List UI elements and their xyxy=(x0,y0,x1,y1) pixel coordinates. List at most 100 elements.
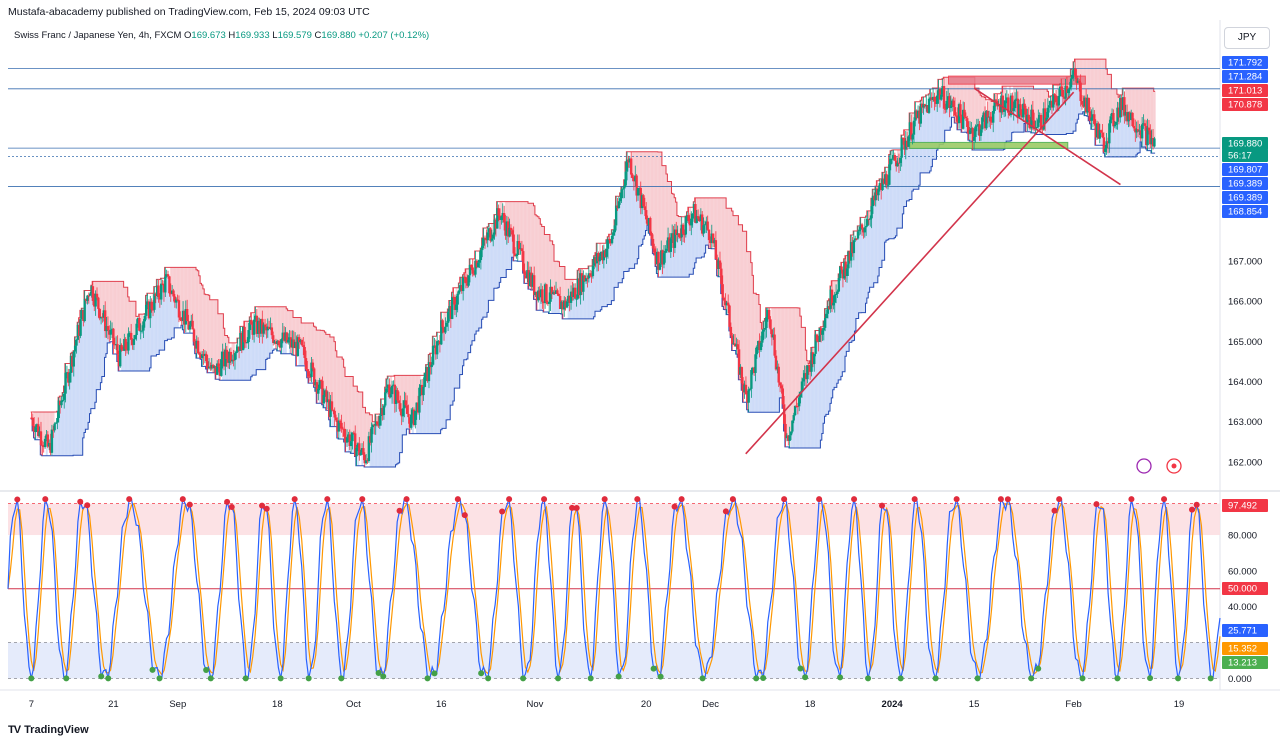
support-fill xyxy=(447,322,450,420)
support-fill xyxy=(174,302,177,328)
resistance-fill xyxy=(650,151,653,234)
resistance-fill xyxy=(637,151,640,189)
pane-icons[interactable] xyxy=(1136,458,1182,474)
support-fill xyxy=(269,328,272,354)
candle-body xyxy=(720,268,723,285)
support-fill xyxy=(633,181,636,269)
tradingview-logo[interactable]: TV TradingView xyxy=(8,724,89,736)
candle-body xyxy=(403,400,406,409)
price-axis[interactable]: 162.000163.000164.000165.000166.000167.0… xyxy=(1222,56,1268,685)
currency-button[interactable]: JPY xyxy=(1224,27,1270,49)
candle-body xyxy=(922,104,925,108)
candle-body xyxy=(123,338,126,351)
candle-body xyxy=(461,276,465,292)
support-fill xyxy=(222,359,224,381)
candle-body xyxy=(527,270,530,287)
support-fill xyxy=(660,263,663,278)
support-fill xyxy=(55,423,58,456)
high-label: H xyxy=(228,30,236,41)
symbol-name[interactable]: Swiss Franc / Japanese Yen, 4h, FXCM xyxy=(14,30,182,41)
candle-body xyxy=(694,204,697,223)
support-fill xyxy=(500,219,503,278)
candle-body xyxy=(486,232,489,241)
candle-body xyxy=(1041,128,1044,130)
support-fill xyxy=(155,296,158,356)
trendlines[interactable] xyxy=(745,87,1121,455)
resistance-fill xyxy=(1086,59,1089,99)
support-fill xyxy=(584,281,587,319)
record-icon[interactable] xyxy=(1166,458,1182,474)
candle-body xyxy=(526,270,529,279)
oversold-dot xyxy=(1175,675,1182,682)
support-fill xyxy=(150,309,153,356)
candle-body xyxy=(491,234,495,239)
support-fill xyxy=(424,386,427,434)
support-fill xyxy=(250,324,253,377)
resistance-fill xyxy=(205,294,208,354)
candle-body xyxy=(597,253,600,262)
resistance-fill xyxy=(961,77,964,117)
osc-label-bg xyxy=(1222,656,1268,669)
support-fill xyxy=(671,238,674,278)
time-axis[interactable]: 7 21 Sep 18 Oct 16 Nov 20 Dec 18 2024 15 Feb 19 xyxy=(29,699,1185,710)
support-fill xyxy=(599,261,602,312)
resistance-fill xyxy=(746,251,749,395)
candle-body xyxy=(280,339,283,348)
support-fill xyxy=(455,309,458,389)
resistance-fill xyxy=(1030,86,1033,110)
oversold-dot xyxy=(753,675,760,682)
resistance-fill xyxy=(787,307,790,436)
candle-body xyxy=(1091,114,1095,118)
candle-body xyxy=(703,224,707,226)
resistance-fill xyxy=(745,231,748,385)
support-fill xyxy=(1114,126,1117,157)
candle-body xyxy=(509,227,513,231)
support-fill xyxy=(385,392,388,467)
support-fill xyxy=(704,225,707,254)
candle-body xyxy=(265,326,268,331)
resistance-fill xyxy=(275,306,278,342)
resistance-fill xyxy=(569,279,571,296)
support-fill xyxy=(491,240,494,301)
price-label: 169.389 xyxy=(1228,179,1262,190)
overbought-dot xyxy=(179,496,186,503)
candle-body xyxy=(761,331,764,343)
candle-body xyxy=(926,105,929,113)
support-fill xyxy=(764,329,767,413)
candle-body xyxy=(923,104,927,107)
support-fill xyxy=(377,425,380,467)
candle-body xyxy=(751,367,754,370)
candle-body xyxy=(50,429,54,453)
support-fill xyxy=(752,369,755,413)
candle-body xyxy=(155,285,159,297)
resistance-fill xyxy=(1146,88,1149,128)
support-fill xyxy=(981,129,984,151)
resistance-fill xyxy=(405,375,408,401)
candle-body xyxy=(854,238,857,241)
support-fill xyxy=(68,382,71,456)
support-fill xyxy=(696,222,699,258)
support-fill xyxy=(448,311,451,420)
candle-body xyxy=(524,275,528,279)
candle-body xyxy=(243,326,246,343)
support-fill xyxy=(1056,105,1059,135)
support-fill xyxy=(238,350,241,381)
resistance-fill xyxy=(646,151,649,220)
candle-body xyxy=(710,233,713,244)
record-icon-dot xyxy=(1171,463,1177,469)
candle-body xyxy=(72,351,75,367)
resistance-fill xyxy=(416,375,418,403)
resistance-fill xyxy=(747,251,750,390)
support-fill xyxy=(1049,105,1052,135)
candle-body xyxy=(75,339,78,346)
candle-body xyxy=(893,155,897,161)
support-fill xyxy=(642,206,645,240)
candle-body xyxy=(459,285,462,291)
candle-body xyxy=(864,225,868,228)
candle-body xyxy=(466,283,469,286)
support-fill xyxy=(1013,110,1015,133)
alert-icon[interactable] xyxy=(1136,458,1152,474)
time-tick-label: 2024 xyxy=(882,699,904,710)
candle-body xyxy=(329,401,332,417)
